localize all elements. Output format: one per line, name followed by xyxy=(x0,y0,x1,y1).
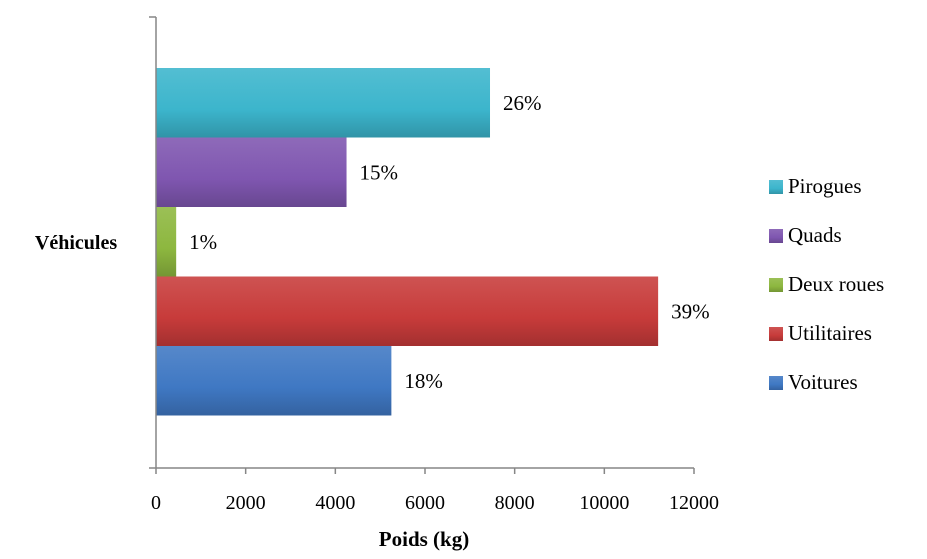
bar-voitures xyxy=(156,346,392,416)
legend-label: Pirogues xyxy=(788,174,862,198)
legend-label: Utilitaires xyxy=(788,321,872,345)
x-axis-ticks: 0 2000 4000 6000 8000 10000 12000 xyxy=(149,16,719,514)
legend-swatch xyxy=(769,327,783,341)
x-tick-label: 2000 xyxy=(226,492,266,514)
data-label-deux-roues: 1% xyxy=(189,230,217,254)
plot-area: 26% 15% 1% 39% 18% xyxy=(156,68,710,416)
legend-label: Deux roues xyxy=(788,272,884,296)
x-tick-label: 4000 xyxy=(315,492,355,514)
x-tick-label: 8000 xyxy=(495,492,535,514)
legend-label: Voitures xyxy=(788,370,858,394)
legend-swatch xyxy=(769,278,783,292)
legend: Pirogues Quads Deux roues Utilitaires Voitur… xyxy=(769,174,884,394)
data-label-quads: 15% xyxy=(360,160,399,184)
legend-item-utilitaires: Utilitaires xyxy=(769,321,872,345)
legend-item-quads: Quads xyxy=(769,223,842,247)
data-label-utilitaires: 39% xyxy=(671,299,710,323)
category-label: Véhicules xyxy=(35,232,117,254)
legend-item-pirogues: Pirogues xyxy=(769,174,862,198)
x-tick-label: 0 xyxy=(151,492,161,514)
legend-item-deux-roues: Deux roues xyxy=(769,272,884,296)
legend-swatch xyxy=(769,229,783,243)
bar-deux-roues xyxy=(156,207,177,277)
x-axis-title: Poids (kg) xyxy=(379,527,469,551)
bar-pirogues xyxy=(156,68,491,138)
legend-label: Quads xyxy=(788,223,842,247)
data-label-pirogues: 26% xyxy=(503,91,541,115)
legend-swatch xyxy=(769,180,783,194)
legend-swatch xyxy=(769,376,783,390)
x-tick-label: 12000 xyxy=(669,492,719,514)
data-label-voitures: 18% xyxy=(404,369,443,393)
bar-utilitaires xyxy=(156,276,659,346)
bar-quads xyxy=(156,137,347,207)
x-tick-label: 10000 xyxy=(579,492,629,514)
x-tick-label: 6000 xyxy=(405,492,445,514)
legend-item-voitures: Voitures xyxy=(769,370,858,394)
